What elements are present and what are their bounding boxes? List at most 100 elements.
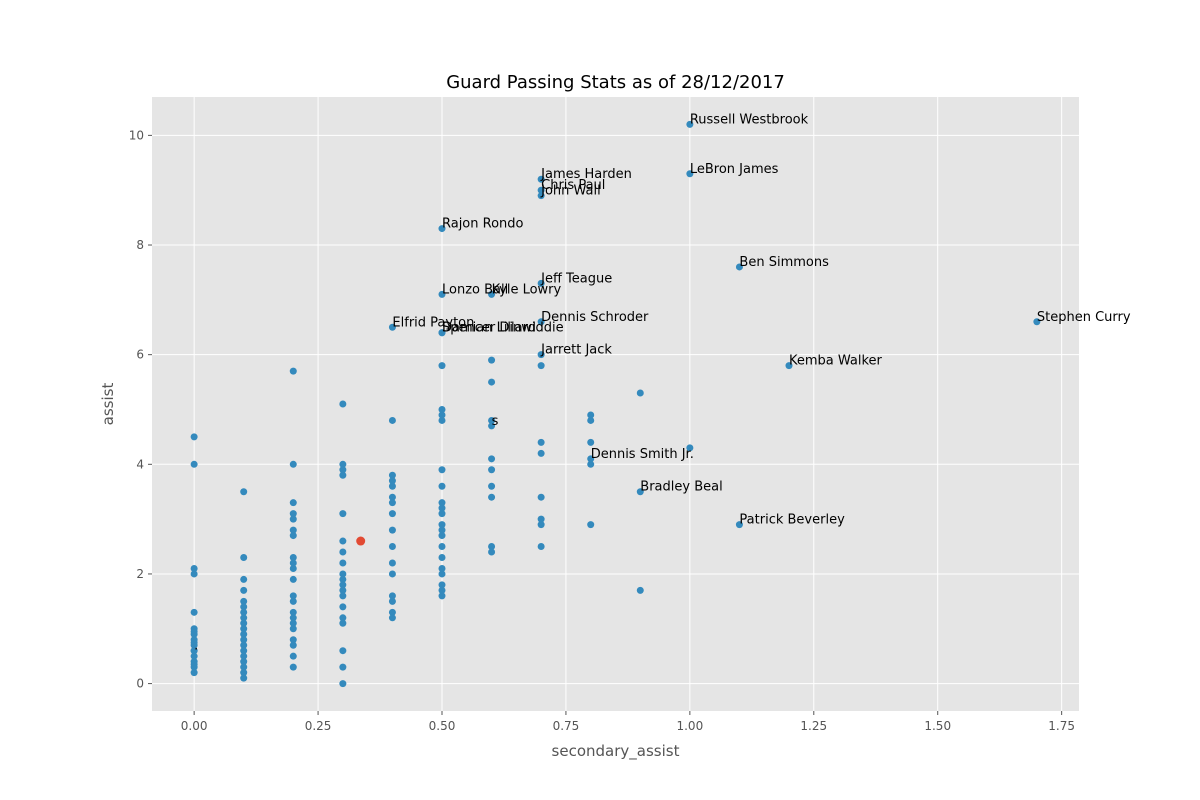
data-point — [438, 570, 446, 578]
data-point — [388, 493, 396, 501]
data-point — [240, 597, 248, 605]
data-point — [488, 416, 496, 424]
data-point — [240, 636, 248, 644]
point-label: LeBron James — [690, 162, 779, 177]
data-point — [240, 652, 248, 660]
data-point — [289, 367, 297, 375]
point-label: Russell Westbrook — [690, 112, 809, 127]
data-point — [388, 526, 396, 534]
point-label: . — [194, 639, 198, 654]
data-point — [289, 510, 297, 518]
data-point — [438, 510, 446, 518]
data-point — [289, 636, 297, 644]
data-point — [735, 263, 743, 271]
data-point — [339, 586, 347, 594]
data-point — [289, 608, 297, 616]
data-point — [240, 663, 248, 671]
data-point — [587, 455, 595, 463]
data-point — [289, 559, 297, 567]
data-point — [339, 471, 347, 479]
data-point — [190, 630, 198, 638]
data-point — [537, 543, 545, 551]
data-point — [289, 460, 297, 468]
data-point — [438, 482, 446, 490]
point-label: Kemba Walker — [789, 354, 883, 369]
data-point — [438, 411, 446, 419]
data-point — [289, 526, 297, 534]
data-point — [636, 488, 644, 496]
highlight-points — [356, 536, 366, 546]
highlight-point — [356, 536, 366, 546]
data-point — [339, 619, 347, 627]
data-point — [785, 362, 793, 370]
data-point — [438, 521, 446, 529]
data-point — [488, 466, 496, 474]
point-label: Bradley Beal — [640, 480, 722, 495]
point-label: Kyle Lowry — [492, 282, 562, 297]
data-point — [686, 170, 694, 178]
data-point — [1033, 318, 1041, 326]
point-label: Ben Simmons — [739, 255, 829, 270]
y-tick-label: 0 — [136, 677, 144, 691]
data-point — [190, 564, 198, 572]
data-point — [190, 652, 198, 660]
data-point — [240, 603, 248, 611]
data-point — [190, 641, 198, 649]
point-label: Jarrett Jack — [540, 343, 612, 358]
data-point — [240, 619, 248, 627]
data-point — [488, 493, 496, 501]
data-point — [388, 510, 396, 518]
data-point — [289, 652, 297, 660]
data-point — [388, 597, 396, 605]
data-point — [339, 614, 347, 622]
data-point — [240, 641, 248, 649]
data-point — [190, 460, 198, 468]
data-point — [587, 416, 595, 424]
data-point — [190, 663, 198, 671]
data-point — [289, 641, 297, 649]
data-point — [438, 416, 446, 424]
data-point — [537, 192, 545, 200]
data-point — [240, 669, 248, 677]
data-point — [537, 493, 545, 501]
data-point — [289, 554, 297, 561]
data-point — [438, 592, 446, 600]
point-label: Elfrid Payton — [392, 315, 474, 330]
x-tick-label: 1.50 — [924, 719, 951, 733]
data-point — [289, 575, 297, 583]
data-point — [388, 543, 396, 551]
point-label: Patrick Beverley — [739, 513, 845, 528]
data-point — [388, 416, 396, 424]
data-point — [735, 521, 743, 529]
data-point — [289, 564, 297, 572]
x-tick-label: 0.75 — [553, 719, 580, 733]
y-tick-label: 10 — [129, 128, 144, 142]
data-point — [488, 290, 496, 298]
data-point — [587, 521, 595, 529]
data-point — [388, 482, 396, 490]
data-point — [537, 351, 545, 359]
data-point — [289, 619, 297, 627]
y-tick-label: 6 — [136, 348, 144, 362]
data-point — [240, 586, 248, 594]
data-point — [537, 521, 545, 529]
data-point — [240, 674, 248, 682]
data-point — [438, 532, 446, 540]
point-label: Chris Paul — [541, 178, 605, 193]
data-point — [537, 515, 545, 523]
data-point — [587, 438, 595, 446]
data-point — [388, 499, 396, 507]
data-point — [339, 559, 347, 567]
data-point — [339, 592, 347, 600]
data-point — [289, 625, 297, 633]
data-point — [388, 323, 396, 331]
data-point — [190, 647, 198, 655]
data-point — [339, 548, 347, 556]
data-point — [438, 581, 446, 589]
data-point — [388, 471, 396, 479]
data-point — [190, 570, 198, 578]
data-point — [438, 554, 446, 561]
data-point — [240, 647, 248, 655]
data-point — [686, 120, 694, 128]
data-point — [537, 449, 545, 457]
